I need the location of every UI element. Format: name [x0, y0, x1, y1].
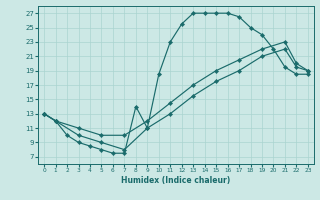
X-axis label: Humidex (Indice chaleur): Humidex (Indice chaleur) — [121, 176, 231, 185]
